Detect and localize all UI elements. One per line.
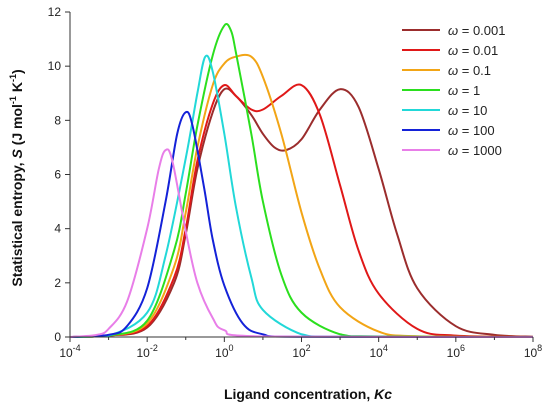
x-axis-title: Ligand concentration, Kc: [224, 386, 392, 402]
y-tick-label: 2: [54, 276, 61, 290]
legend-label-2: ω = 0.01: [448, 43, 498, 58]
plot-area: [69, 23, 534, 338]
x-tick-label: 106: [447, 343, 465, 360]
axes: 0 2 4 6 8 10 12 10-4 10-2 100 102 104 106 108: [48, 5, 543, 360]
x-tick-label: 104: [369, 343, 387, 360]
y-axis-title: Statistical entropy, S (J mol-1 K-1): [8, 69, 25, 286]
legend-label-3: ω = 0.1: [448, 63, 491, 78]
series-line-3: [69, 53, 534, 338]
y-tick-label: 0: [54, 330, 61, 344]
legend-label-1: ω = 0.001: [448, 23, 505, 38]
x-tick-label: 10-2: [136, 343, 157, 360]
x-tick-label: 100: [215, 343, 233, 360]
series-line-7: [69, 148, 534, 338]
y-tick-label: 8: [54, 113, 61, 127]
x-tick-label: 102: [292, 343, 310, 360]
x-tick-label: 108: [524, 343, 542, 360]
series-line-5: [69, 54, 534, 338]
y-tick-label: 12: [48, 5, 62, 19]
series-line-2: [69, 83, 534, 338]
y-tick-label: 10: [48, 59, 62, 73]
y-tick-label: 4: [54, 222, 61, 236]
legend-label-7: ω = 1000: [448, 143, 502, 158]
legend-label-6: ω = 100: [448, 123, 495, 138]
series-line-4: [69, 23, 534, 338]
y-tick-label: 6: [54, 168, 61, 182]
x-tick-label: 10-4: [59, 343, 80, 360]
legend-label-4: ω = 1: [448, 83, 480, 98]
legend: ω = 0.001 ω = 0.01 ω = 0.1 ω = 1 ω = 10 ω = 1…: [402, 23, 505, 158]
legend-label-5: ω = 10: [448, 103, 487, 118]
